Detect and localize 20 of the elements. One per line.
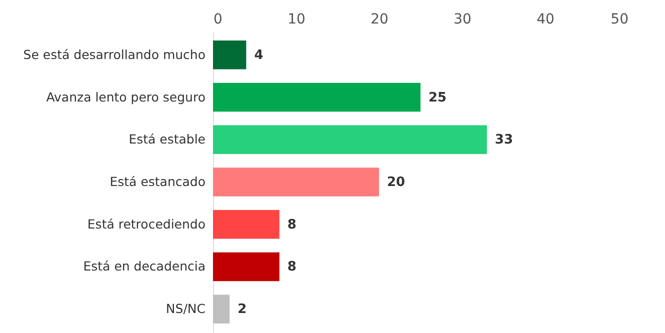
x-tick-label: 40 <box>536 12 554 28</box>
data-label: 33 <box>494 132 513 148</box>
x-tick-label: 30 <box>454 12 472 28</box>
y-tick-label: Avanza lento pero seguro <box>46 89 206 104</box>
x-tick-label: 20 <box>370 12 388 28</box>
data-label: 8 <box>287 217 296 232</box>
data-label: 20 <box>387 175 406 190</box>
y-tick-label: Está en decadencia <box>83 258 206 274</box>
y-tick-label: Está retrocediendo <box>87 216 206 232</box>
data-label: 25 <box>428 90 447 106</box>
y-tick-label: Está estancado <box>110 174 206 189</box>
y-tick-label: NS/NC <box>166 301 206 316</box>
data-label: 8 <box>287 260 296 275</box>
y-tick-label: Está estable <box>128 132 206 147</box>
x-tick-label: 10 <box>288 12 306 28</box>
x-tick-label: 50 <box>610 12 628 28</box>
data-label: 4 <box>254 48 264 63</box>
y-tick-label: Se está desarrollando mucho <box>23 46 206 62</box>
x-tick-label: 0 <box>214 12 222 28</box>
data-label: 2 <box>238 302 247 318</box>
